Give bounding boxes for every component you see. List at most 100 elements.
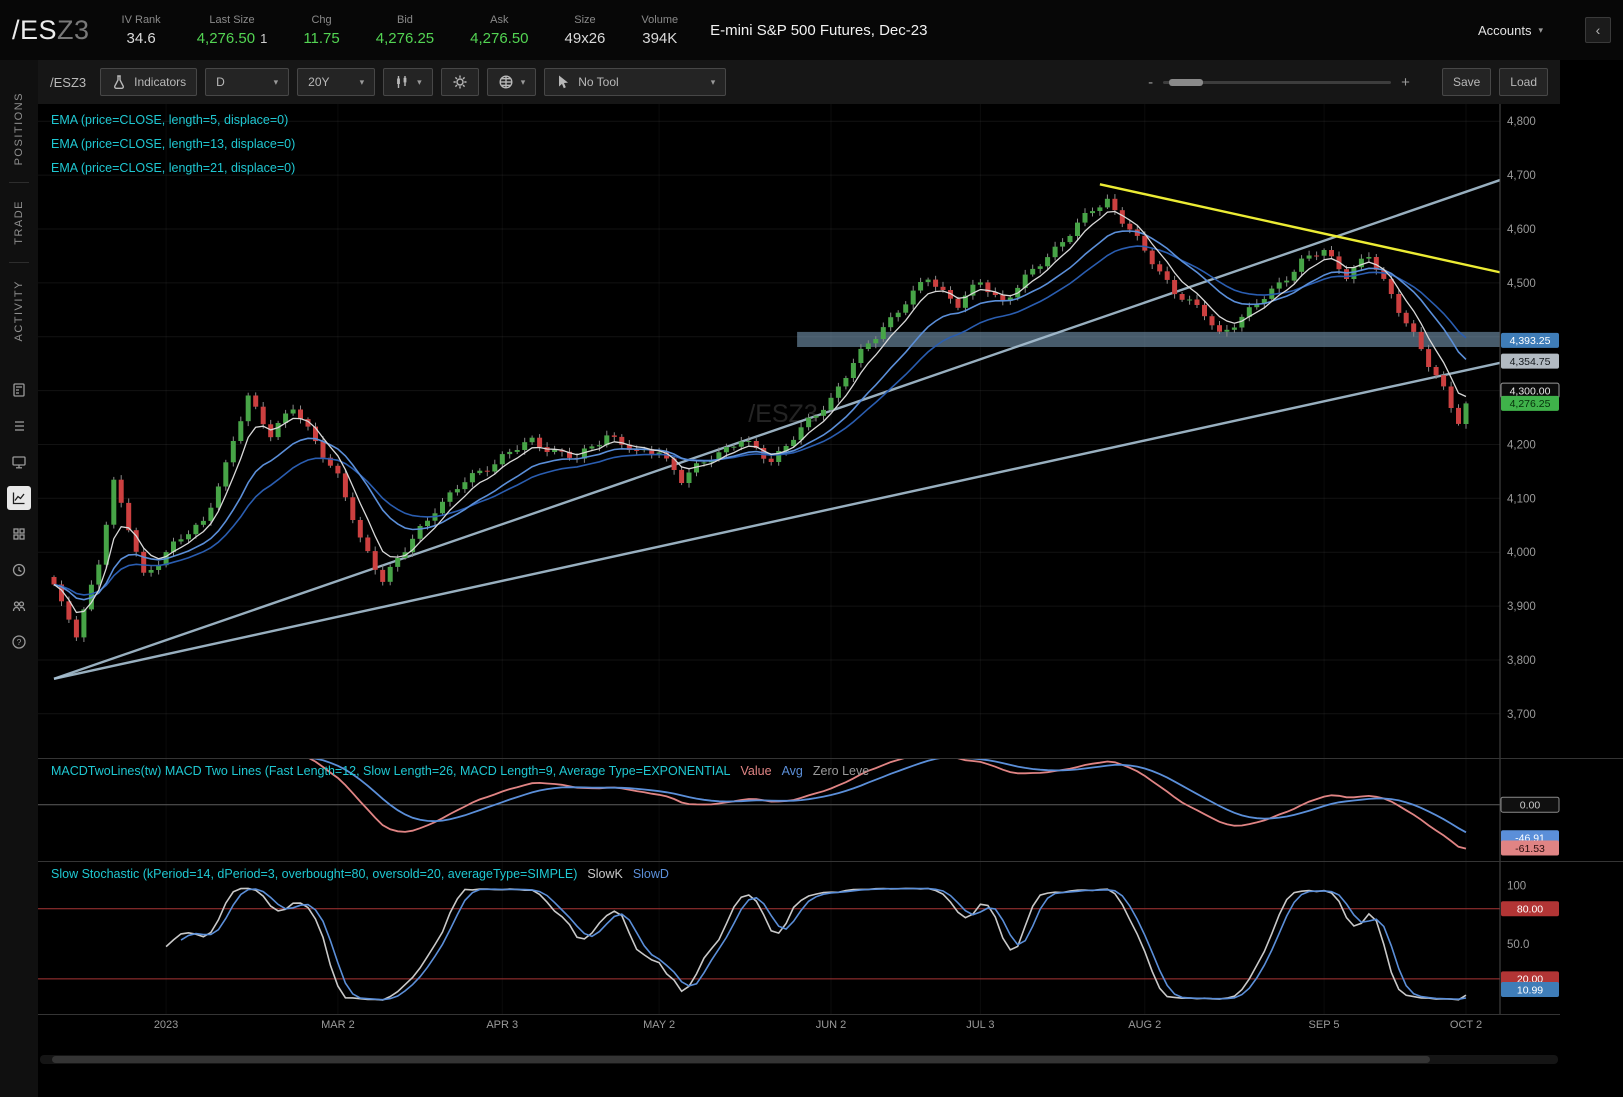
svg-text:-61.53: -61.53 bbox=[1515, 843, 1545, 855]
time-axis-label: AUG 2 bbox=[1128, 1019, 1162, 1031]
field-last-size: Last Size 4,276.50 1 bbox=[196, 13, 268, 47]
sidebar-tab-activity[interactable]: ACTIVITY bbox=[13, 280, 25, 342]
axis-badge bbox=[1501, 353, 1559, 369]
indicators-button[interactable]: Indicators bbox=[100, 68, 198, 96]
time-axis-label: SEP 5 bbox=[1308, 1019, 1340, 1031]
time-axis-label: MAR 2 bbox=[321, 1019, 355, 1031]
cursor-icon bbox=[559, 75, 569, 89]
monitor-icon[interactable] bbox=[7, 450, 31, 474]
svg-text:4,000: 4,000 bbox=[1507, 547, 1536, 559]
time-axis-label: JUN 2 bbox=[815, 1019, 847, 1031]
svg-text:100: 100 bbox=[1507, 880, 1526, 892]
calculator-icon[interactable] bbox=[7, 378, 31, 402]
field-chg: Chg 11.75 bbox=[303, 13, 340, 47]
collapse-panel-button[interactable]: ‹ bbox=[1585, 17, 1611, 43]
time-axis-label: MAY 2 bbox=[643, 1019, 676, 1031]
chevron-down-icon: ▾ bbox=[273, 76, 279, 87]
slowd-line[interactable] bbox=[180, 887, 1467, 1001]
axis-badge bbox=[1500, 796, 1560, 813]
axis-badge bbox=[1501, 840, 1559, 856]
chart-toolbar: /ESZ3 Indicators D ▾ 20Y ▾ ▾ bbox=[38, 60, 1560, 104]
price-chart-canvas[interactable]: /ESZ34,8004,7004,6004,5004,2004,1004,000… bbox=[38, 104, 1560, 758]
zoom-control: - + bbox=[1148, 74, 1410, 91]
macd-value-line[interactable] bbox=[248, 759, 1467, 850]
time-axis-label: 2023 bbox=[153, 1019, 179, 1031]
macd-avg-line[interactable] bbox=[308, 759, 1467, 834]
chart-region: /ESZ3 Indicators D ▾ 20Y ▾ ▾ bbox=[38, 60, 1623, 1097]
symbol-month: Z3 bbox=[57, 14, 90, 45]
svg-text:4,500: 4,500 bbox=[1507, 278, 1536, 290]
svg-text:4,200: 4,200 bbox=[1507, 440, 1536, 452]
help-icon[interactable]: ? bbox=[7, 630, 31, 654]
macd-chart-canvas[interactable]: 0.00-46.91-61.53 bbox=[38, 759, 1560, 861]
accounts-menu[interactable]: Accounts ▾ bbox=[1477, 22, 1543, 38]
ema-5-line[interactable] bbox=[53, 210, 1467, 614]
macd-panel: 0.00 -46.91 -61.53 MACDTwoLines(tw) MACD T… bbox=[38, 758, 1623, 861]
aggregation-dropdown[interactable]: D ▾ bbox=[205, 68, 290, 96]
chevron-down-icon: ▾ bbox=[1538, 24, 1543, 35]
chart-mode-dropdown[interactable]: ▾ bbox=[486, 68, 537, 96]
rising-support-major-trendline[interactable] bbox=[53, 169, 1533, 680]
community-icon[interactable] bbox=[7, 594, 31, 618]
clock-icon[interactable] bbox=[7, 558, 31, 582]
chevron-down-icon: ▾ bbox=[710, 76, 716, 87]
ema-13-line[interactable] bbox=[53, 230, 1467, 601]
candlesticks bbox=[51, 194, 1469, 642]
pattern-globe-icon bbox=[499, 75, 513, 89]
field-ask: Ask 4,276.50 bbox=[470, 13, 529, 47]
horizontal-scrollbar-handle[interactable] bbox=[52, 1056, 1430, 1063]
quote-fields: IV Rank 34.6 Last Size 4,276.50 1 Chg 11.… bbox=[122, 14, 679, 47]
range-dropdown[interactable]: 20Y ▾ bbox=[297, 68, 376, 96]
axis-badge bbox=[1501, 332, 1559, 348]
svg-text:4,354.75: 4,354.75 bbox=[1510, 356, 1551, 368]
axis-badge bbox=[1501, 901, 1559, 917]
ema-21-line[interactable] bbox=[53, 245, 1467, 596]
zoom-slider[interactable] bbox=[1163, 78, 1392, 86]
sidebar-divider bbox=[9, 182, 29, 184]
sidebar-tab-trade[interactable]: TRADE bbox=[13, 200, 25, 246]
time-axis-label: APR 3 bbox=[486, 1019, 519, 1031]
price-chart-panel: /ESZ3 4,800 4,700 4,600 4,500 4,200 4,100 4,000… bbox=[38, 104, 1623, 758]
supply-zone-band[interactable] bbox=[797, 331, 1500, 347]
candlestick-icon bbox=[397, 76, 407, 88]
sidebar-tab-positions[interactable]: POSITIONS bbox=[13, 92, 25, 166]
field-size: Size 49x26 bbox=[564, 13, 606, 47]
svg-text:4,276.25: 4,276.25 bbox=[1510, 398, 1551, 410]
load-button[interactable]: Load bbox=[1499, 68, 1548, 96]
svg-text:?: ? bbox=[17, 637, 22, 647]
zoom-out-button[interactable]: - bbox=[1148, 73, 1154, 91]
horizontal-scrollbar[interactable] bbox=[40, 1055, 1558, 1064]
svg-text:0.00: 0.00 bbox=[1520, 800, 1541, 812]
chart-settings-button[interactable] bbox=[440, 68, 479, 96]
list-icon[interactable] bbox=[7, 414, 31, 438]
falling-resistance-trendline[interactable] bbox=[1099, 183, 1533, 279]
slowk-line[interactable] bbox=[165, 887, 1467, 1001]
svg-text:80.00: 80.00 bbox=[1517, 904, 1543, 916]
drawing-tool-dropdown[interactable]: No Tool ▾ bbox=[544, 68, 727, 96]
rising-support-minor-trendline[interactable] bbox=[53, 356, 1533, 680]
save-button[interactable]: Save bbox=[1441, 68, 1492, 96]
svg-text:4,800: 4,800 bbox=[1507, 116, 1536, 128]
sidebar-icon-rail: ? bbox=[7, 378, 31, 654]
svg-text:4,100: 4,100 bbox=[1507, 493, 1536, 505]
grid-icon[interactable] bbox=[7, 522, 31, 546]
last-size-qty: 1 bbox=[260, 30, 268, 46]
charts-icon[interactable] bbox=[7, 485, 31, 510]
chart-symbol-label: /ESZ3 bbox=[50, 74, 87, 90]
field-iv-rank: IV Rank 34.6 bbox=[121, 13, 161, 47]
svg-text:3,800: 3,800 bbox=[1507, 655, 1536, 667]
symbol-title: /ESZ3 bbox=[12, 15, 90, 46]
chevron-down-icon: ▾ bbox=[359, 76, 365, 87]
gear-icon bbox=[453, 75, 467, 89]
svg-text:50.0: 50.0 bbox=[1507, 939, 1529, 951]
bottom-strip bbox=[38, 1035, 1623, 1097]
quote-header: /ESZ3 IV Rank 34.6 Last Size 4,276.50 1 C… bbox=[0, 0, 1623, 60]
zoom-in-button[interactable]: + bbox=[1401, 73, 1410, 91]
chart-type-dropdown[interactable]: ▾ bbox=[383, 68, 433, 96]
time-axis: 2023 MAR 2 APR 3 MAY 2 JUN 2 JUL 3 AUG 2 SEP 5 O… bbox=[38, 1014, 1560, 1035]
zoom-slider-handle[interactable] bbox=[1169, 78, 1204, 86]
svg-text:3,900: 3,900 bbox=[1507, 601, 1536, 613]
svg-text:4,600: 4,600 bbox=[1507, 224, 1536, 236]
